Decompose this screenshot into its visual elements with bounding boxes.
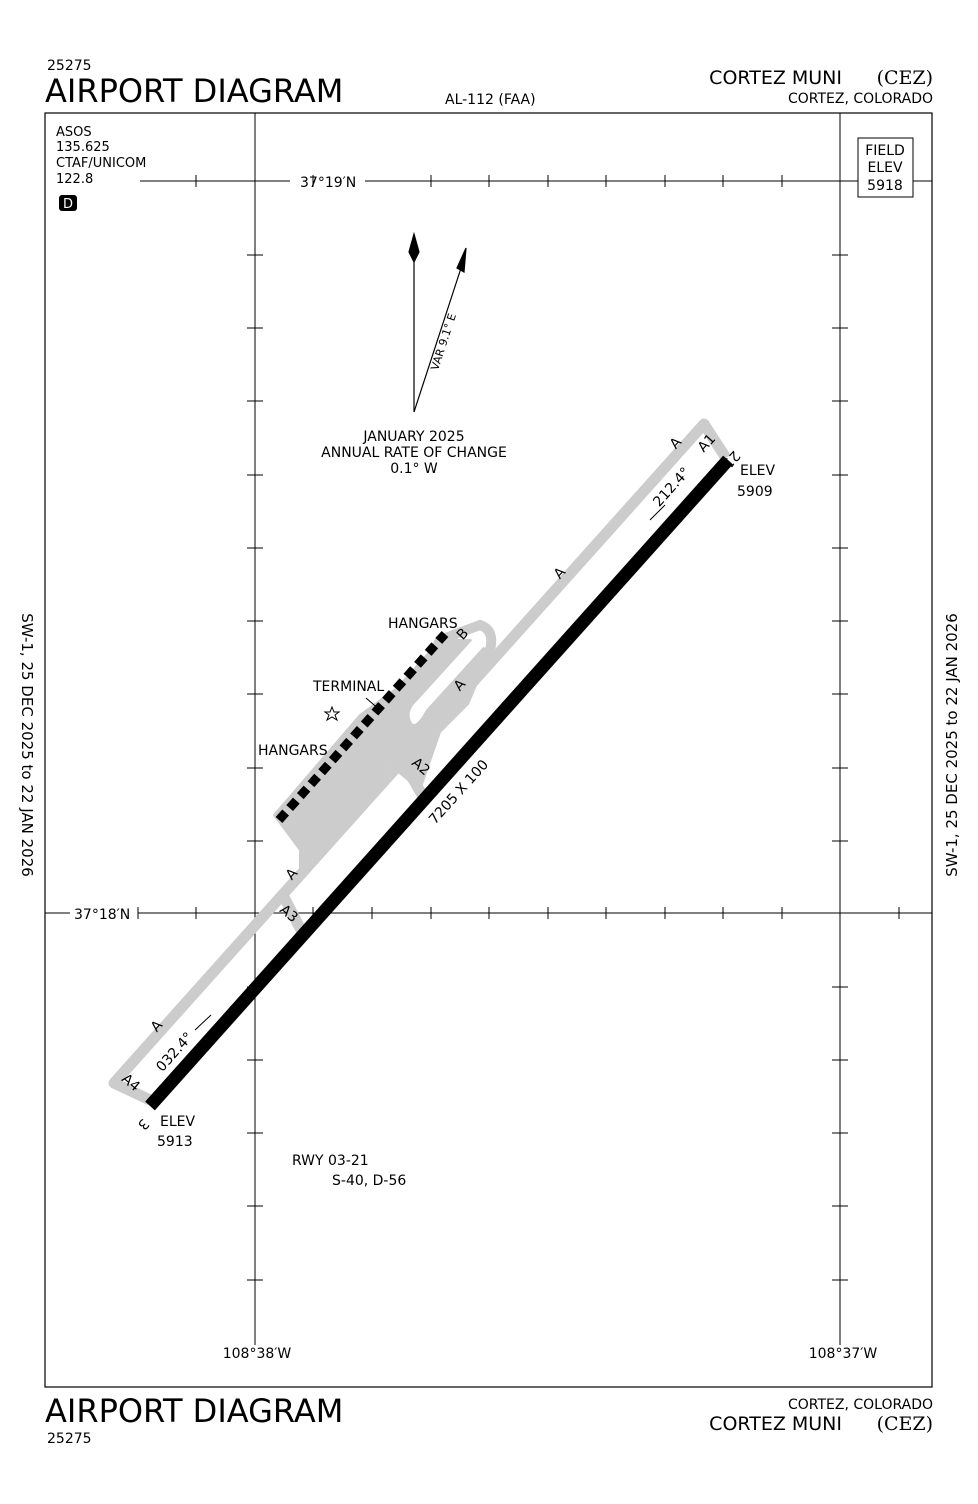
hangars-label: HANGARS	[388, 616, 458, 632]
runway-strength: S-40, D-56	[332, 1173, 406, 1189]
field-elev-label: ELEV	[867, 160, 902, 176]
heading-arrow	[649, 504, 666, 521]
longitude-label: 108°38′W	[223, 1346, 292, 1362]
true-north-head	[408, 231, 420, 264]
elev-value: 5909	[737, 484, 773, 500]
latitude-label: 37°19′N	[300, 175, 356, 191]
taxiway-a3	[278, 892, 308, 937]
beacon	[323, 705, 341, 722]
longitude-label: 108°37′W	[809, 1346, 878, 1362]
variation: VAR 9.1° E	[428, 312, 459, 372]
taxiway-b	[394, 619, 497, 740]
comm-label: CTAF/UNICOM	[56, 156, 146, 171]
terminal-label: TERMINAL	[312, 679, 384, 695]
magnetic-north-head	[456, 247, 467, 273]
hangars-label: HANGARS	[258, 743, 328, 759]
heading-arrow	[194, 1014, 212, 1031]
airport-location: CORTEZ, COLORADO	[788, 1397, 933, 1413]
badge: D	[63, 197, 73, 212]
comm-freq: 135.625	[56, 140, 110, 155]
elev-value: 5913	[157, 1134, 193, 1150]
diagram-id: 25275	[47, 1431, 92, 1447]
validity: SW-1, 25 DEC 2025 to 22 JAN 2026	[943, 613, 961, 877]
runway-end: 3	[134, 1115, 152, 1132]
airport-location: CORTEZ, COLORADO	[788, 91, 933, 107]
north-arrows	[408, 231, 467, 413]
terminal-leader	[365, 697, 382, 712]
taxiway-a1	[699, 421, 731, 461]
mag-rate-label: ANNUAL RATE OF CHANGE	[321, 445, 507, 461]
comm-label: ASOS	[56, 125, 92, 140]
airport-name: CORTEZ MUNI	[709, 1413, 842, 1435]
buildings	[275, 631, 449, 823]
taxiway-a4	[111, 1078, 153, 1105]
elev-label: ELEV	[740, 463, 775, 479]
procedure-number: AL-112 (FAA)	[445, 92, 536, 108]
airport-name: CORTEZ MUNI	[709, 67, 842, 89]
mag-rate: 0.1° W	[390, 461, 438, 477]
diagram-title: AIRPORT DIAGRAM	[45, 1392, 343, 1430]
diagram-title: AIRPORT DIAGRAM	[45, 72, 343, 110]
airport-code: (CEZ)	[877, 67, 933, 89]
validity: SW-1, 25 DEC 2025 to 22 JAN 2026	[18, 613, 36, 877]
runway	[145, 455, 733, 1111]
mag-date: JANUARY 2025	[362, 429, 464, 445]
field-elev-box	[857, 137, 914, 198]
field-elev-value: 5918	[867, 178, 903, 194]
badge-box	[59, 195, 77, 211]
elev-label: ELEV	[160, 1114, 195, 1130]
magnetic-north	[413, 261, 464, 413]
runway-name: RWY 03-21	[292, 1153, 369, 1169]
apron-island	[409, 635, 485, 725]
field-elev-label: FIELD	[865, 143, 905, 159]
comm-freq: 122.8	[56, 172, 93, 187]
latitude-label: 37°18′N	[74, 907, 130, 923]
airport-code: (CEZ)	[877, 1413, 933, 1435]
diagram-id: 25275	[47, 58, 92, 74]
frame	[44, 112, 933, 1388]
graticule-ticks	[137, 175, 900, 1281]
